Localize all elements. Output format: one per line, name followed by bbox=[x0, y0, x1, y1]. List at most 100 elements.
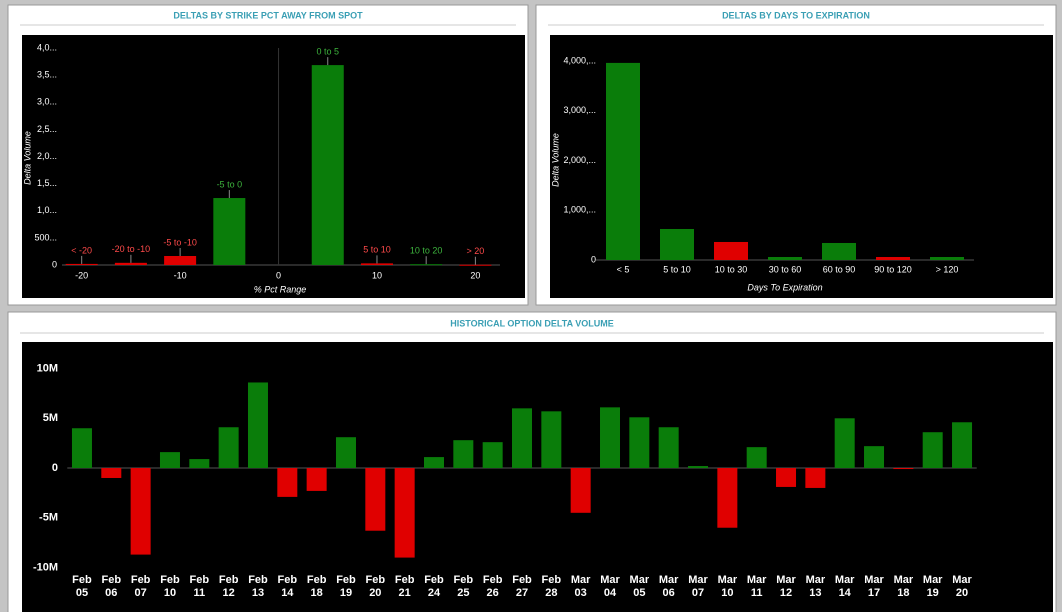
bar-label: < -20 bbox=[71, 245, 92, 255]
x-tick-label: Feb 10 bbox=[160, 574, 180, 599]
x-tick-label: Feb 18 bbox=[306, 574, 327, 599]
x-tick-label: > 120 bbox=[936, 264, 959, 274]
bar bbox=[600, 407, 621, 469]
bar-label: > 20 bbox=[467, 246, 485, 256]
bar bbox=[893, 468, 914, 470]
bar bbox=[746, 447, 767, 469]
y-tick-label: -10M bbox=[33, 561, 58, 573]
x-tick-label: Feb 06 bbox=[101, 574, 122, 599]
x-tick-label: Mar 11 bbox=[746, 574, 767, 599]
y-tick-label: 0 bbox=[591, 254, 596, 264]
x-tick-label: Feb 19 bbox=[336, 574, 356, 599]
bar bbox=[459, 264, 492, 266]
bar bbox=[570, 468, 591, 513]
bar bbox=[159, 452, 180, 469]
y-tick-label: 1,5... bbox=[37, 178, 57, 188]
bar bbox=[606, 62, 640, 261]
bar-label: -5 to 0 bbox=[217, 179, 243, 189]
x-tick-label: 90 to 120 bbox=[874, 264, 912, 274]
bar bbox=[952, 422, 973, 469]
chart-title: HISTORICAL OPTION DELTA VOLUME bbox=[450, 318, 614, 328]
bar bbox=[876, 257, 910, 260]
x-tick-label: Mar 14 bbox=[834, 574, 855, 599]
y-tick-label: 3,000,... bbox=[563, 105, 596, 115]
y-tick-label: 10M bbox=[37, 362, 58, 374]
bar bbox=[394, 468, 415, 558]
bar bbox=[65, 263, 98, 265]
bar bbox=[714, 241, 748, 260]
bar bbox=[717, 468, 738, 528]
y-tick-label: 2,0... bbox=[37, 151, 57, 161]
y-tick-label: 4,000,... bbox=[563, 55, 596, 65]
bar bbox=[629, 417, 650, 469]
bar bbox=[864, 446, 885, 469]
bar bbox=[114, 262, 147, 265]
bar bbox=[512, 408, 532, 469]
bar bbox=[360, 263, 393, 265]
x-tick-label: 60 to 90 bbox=[823, 264, 856, 274]
x-tick-label: Mar 10 bbox=[717, 574, 738, 599]
bar bbox=[768, 257, 802, 260]
bar bbox=[189, 459, 210, 469]
bar bbox=[922, 432, 943, 469]
x-tick-label: Feb 21 bbox=[394, 574, 415, 599]
x-tick-label: Feb 25 bbox=[453, 574, 474, 599]
y-tick-label: 500... bbox=[34, 232, 57, 242]
plot-area bbox=[22, 342, 1053, 612]
x-tick-label: Feb 27 bbox=[512, 574, 532, 599]
plot-area bbox=[22, 35, 525, 298]
x-tick-label: Mar 20 bbox=[952, 574, 972, 599]
x-tick-label: Feb 28 bbox=[541, 574, 562, 599]
bar-label: -20 to -10 bbox=[112, 244, 151, 254]
bar bbox=[101, 468, 122, 478]
x-tick-label: Feb 13 bbox=[248, 574, 268, 599]
bar bbox=[805, 468, 826, 488]
x-tick-label: < 5 bbox=[617, 264, 630, 274]
y-tick-label: 4,0... bbox=[37, 43, 57, 53]
x-tick-label: Mar 19 bbox=[922, 574, 943, 599]
y-tick-label: 1,0... bbox=[37, 205, 57, 215]
bar bbox=[335, 437, 356, 469]
x-tick-label: Feb 12 bbox=[218, 574, 239, 599]
bar bbox=[410, 264, 443, 266]
x-tick-label: Mar 06 bbox=[658, 574, 679, 599]
bar bbox=[658, 427, 679, 469]
x-tick-label: Feb 05 bbox=[72, 574, 92, 599]
x-tick-label: Feb 24 bbox=[424, 574, 444, 599]
x-tick-label: Mar 07 bbox=[688, 574, 708, 599]
bar bbox=[365, 468, 386, 531]
bar-label: 0 to 5 bbox=[316, 46, 339, 56]
bar-label: 10 to 20 bbox=[410, 246, 443, 256]
x-tick-label: 30 to 60 bbox=[769, 264, 802, 274]
bar bbox=[423, 457, 444, 469]
y-tick-label: 3,0... bbox=[37, 97, 57, 107]
bar-label: 5 to 10 bbox=[363, 245, 391, 255]
x-tick-label: Mar 05 bbox=[629, 574, 650, 599]
x-tick-label: 5 to 10 bbox=[663, 264, 691, 274]
x-tick-label: -10 bbox=[174, 270, 187, 280]
bar bbox=[834, 418, 855, 469]
x-axis-title: % Pct Range bbox=[254, 284, 307, 294]
bar bbox=[541, 411, 562, 469]
x-tick-label: Feb 20 bbox=[365, 574, 386, 599]
x-axis-title: Days To Expiration bbox=[747, 282, 822, 292]
chart-title: DELTAS BY STRIKE PCT AWAY FROM SPOT bbox=[173, 10, 363, 20]
y-tick-label: 2,5... bbox=[37, 124, 57, 134]
y-tick-label: 1,000,... bbox=[563, 205, 596, 215]
x-tick-label: Mar 03 bbox=[570, 574, 591, 599]
bar bbox=[218, 427, 239, 469]
bar bbox=[311, 65, 344, 265]
bar bbox=[776, 468, 797, 487]
bar bbox=[213, 198, 246, 265]
y-tick-label: 5M bbox=[43, 412, 58, 424]
x-tick-label: Feb 26 bbox=[482, 574, 503, 599]
y-tick-label: 2,000,... bbox=[563, 155, 596, 165]
x-tick-label: Mar 18 bbox=[893, 574, 914, 599]
x-tick-label: Feb 11 bbox=[189, 574, 210, 599]
bar bbox=[130, 468, 151, 555]
x-tick-label: Mar 04 bbox=[600, 574, 620, 599]
y-tick-label: 0 bbox=[52, 259, 57, 269]
bar bbox=[822, 242, 856, 260]
